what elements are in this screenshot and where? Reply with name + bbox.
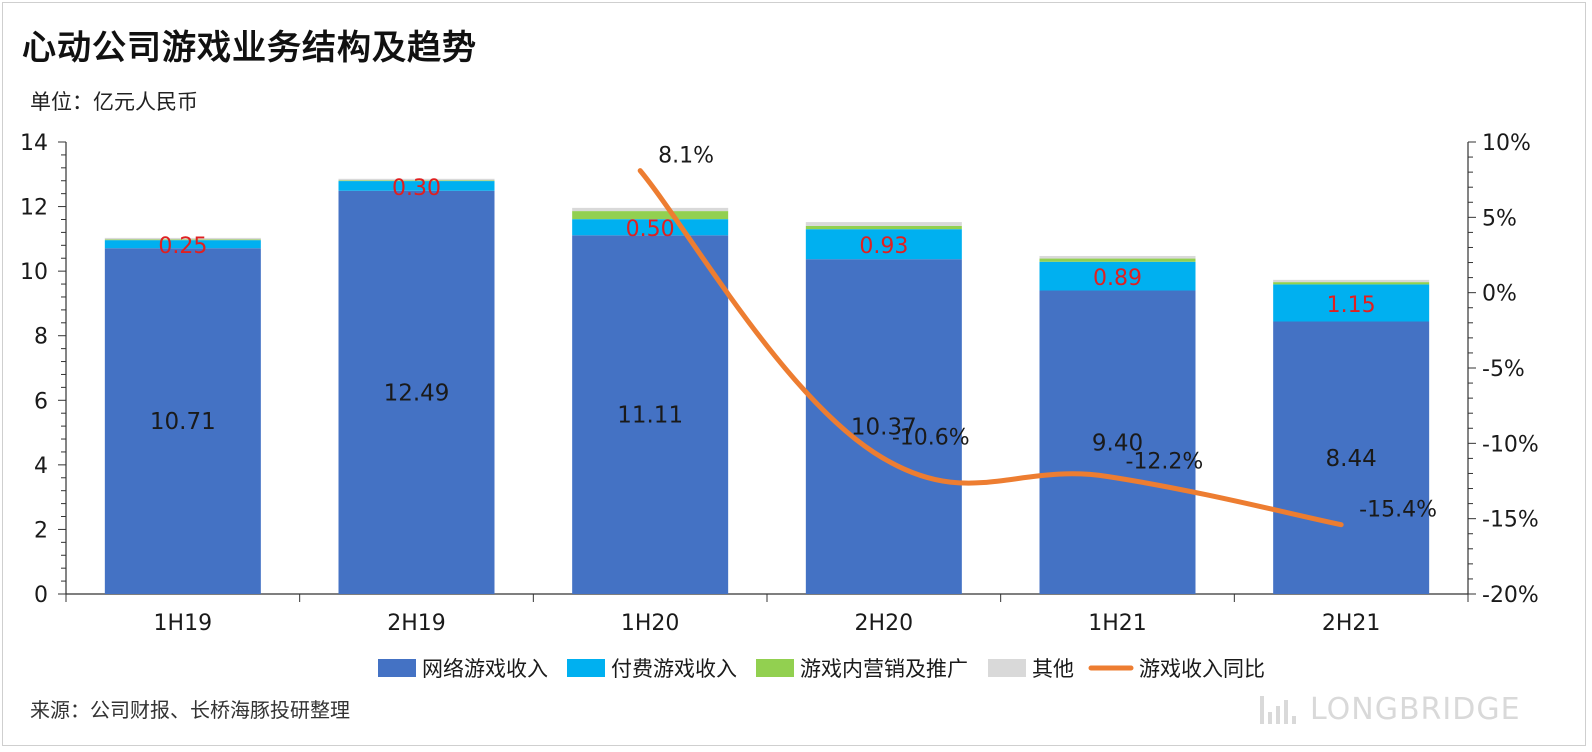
bar-series-group [104,178,1430,594]
brand-name: LONGBRIDGE [1310,692,1521,727]
chart-axes: 0 2 4 6 8 10 12 14 -20% -15% -10% -5% 0% 5% 10% 1H19 2H1… [20,131,1539,636]
legend-label: 其他 [1032,657,1074,681]
bar-segment [1273,284,1430,322]
legend-label: 游戏内营销及推广 [800,657,968,681]
bar-segment [104,239,261,241]
bar-value-label: 0.30 [392,176,441,201]
line-value-label: -10.6% [892,425,970,450]
chart-title: 心动公司游戏业务结构及趋势 [22,28,477,68]
bar-segment [1273,282,1430,285]
bar-segment [338,190,495,594]
x-tick-label: 2H19 [387,611,446,636]
brand-watermark: LONGBRIDGE [1258,690,1578,730]
legend-label: 网络游戏收入 [422,657,548,681]
y-tick-label: 6 [34,389,48,414]
bar-segment [338,180,495,182]
legend-label: 游戏收入同比 [1139,657,1265,681]
y-tick-label: 0 [34,583,48,608]
bar-value-label: 9.40 [1092,430,1143,456]
y2-tick-label: 5% [1482,206,1517,231]
x-tick-label: 2H21 [1322,611,1381,636]
bar-segment [1273,321,1430,594]
bar-value-label: 0.93 [859,234,908,259]
y2-tick-label: -15% [1482,508,1539,533]
y-tick-label: 10 [20,260,48,285]
bar-segment [1039,290,1196,594]
bar-segment [805,259,962,594]
y-tick-label: 14 [20,131,48,156]
line-value-label: -12.2% [1126,449,1204,474]
bar-segment [104,248,261,594]
line-series-group [637,168,1344,528]
bar-value-label: 11.11 [617,403,683,429]
bar-value-label: 10.37 [851,415,917,441]
brand-logo-icon [1260,696,1296,724]
y2-tick-label: -20% [1482,583,1539,608]
bar-segment [805,225,962,230]
bar-value-label: 0.89 [1093,266,1142,291]
bar-segment [104,237,261,240]
x-tick-label: 1H20 [621,611,680,636]
data-labels-group: 10.71 0.25 12.49 0.30 11.11 0.50 10.37 0.93 9.40… [150,144,1437,523]
bar-segment [1039,255,1196,259]
x-tick-label: 1H21 [1088,611,1147,636]
bar-value-label: 0.50 [626,217,675,242]
bar-value-label: 10.71 [150,409,216,435]
y2-tick-label: 10% [1482,131,1531,156]
bar-value-label: 1.15 [1327,293,1376,318]
bar-segment [572,207,729,212]
x-tick-label: 2H20 [855,611,914,636]
y2-tick-label: -10% [1482,432,1539,457]
line-value-label: 8.1% [658,144,714,169]
y2-tick-label: 0% [1482,282,1517,307]
bar-segment [1039,261,1196,291]
bar-segment [104,240,261,249]
legend-label: 付费游戏收入 [611,657,737,681]
legend-swatch [378,659,416,677]
bar-value-label: 8.44 [1326,446,1377,472]
bar-segment [805,222,962,226]
source-note: 来源：公司财报、长桥海豚投研整理 [30,698,350,722]
x-tick-label: 1H19 [154,611,213,636]
bar-segment [338,178,495,181]
legend-swatch [756,659,794,677]
bar-segment [805,229,962,260]
legend-swatch [567,659,605,677]
yoy-growth-line [637,168,1344,528]
bar-segment [572,235,729,594]
y-tick-label: 8 [34,325,48,350]
bar-segment [338,181,495,191]
bar-segment [572,211,729,220]
y-tick-label: 4 [34,454,48,479]
y-tick-label: 12 [20,196,48,221]
bar-segment [1273,279,1430,283]
unit-label: 单位：亿元人民币 [30,90,198,114]
bar-value-label: 0.25 [158,234,207,259]
bar-segment [572,219,729,236]
y2-tick-label: -5% [1482,357,1525,382]
y-tick-label: 2 [34,518,48,543]
legend-swatch [988,659,1026,677]
bar-value-label: 12.49 [384,380,450,406]
legend: 网络游戏收入 付费游戏收入 游戏内营销及推广 其他 游戏收入同比 [378,657,1265,681]
line-value-label: -15.4% [1359,498,1437,523]
bar-segment [1039,258,1196,262]
